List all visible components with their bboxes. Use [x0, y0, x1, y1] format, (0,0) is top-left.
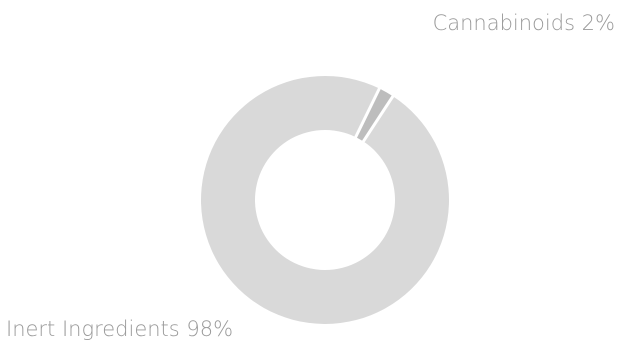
- donut-slice-inert-ingredients: [200, 75, 449, 324]
- slice-separator: [361, 94, 395, 144]
- slice-separator: [353, 86, 382, 139]
- slice-label-inert-ingredients: Inert Ingredients 98%: [6, 317, 233, 341]
- donut-slice-cannabinoids: [355, 88, 393, 142]
- slice-label-cannabinoids: Cannabinoids 2%: [433, 11, 615, 35]
- donut-slices: [200, 75, 449, 324]
- slice-separators: [353, 86, 395, 144]
